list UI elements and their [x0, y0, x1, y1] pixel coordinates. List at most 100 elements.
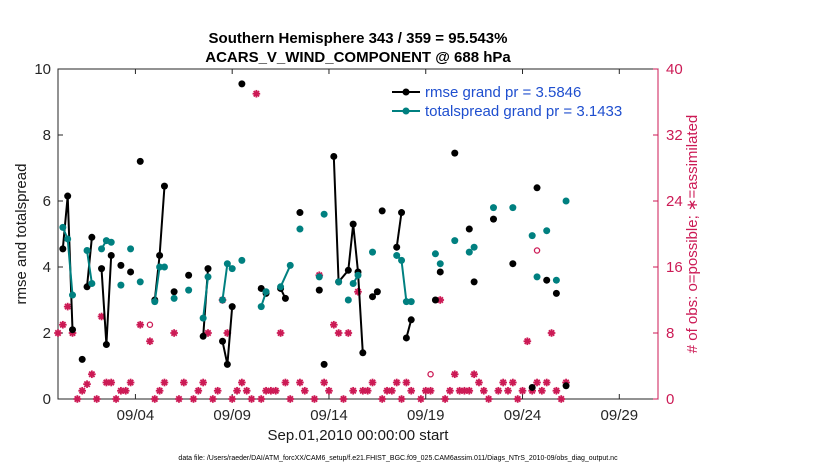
obs-assimilated-point	[402, 378, 411, 387]
legend: rmse grand pr = 3.5846 totalspread grand…	[392, 84, 622, 120]
obs-possible-point	[427, 370, 434, 378]
totalspread-point	[223, 260, 231, 268]
y-axis-right-label: # of obs: o=possible; ∗=assimilated	[684, 115, 701, 354]
obs-assimilated-point	[518, 386, 527, 395]
rmse-point	[102, 341, 110, 349]
totalspread-point	[533, 273, 541, 281]
obs-assimilated-point	[339, 395, 348, 403]
rmse-point	[228, 303, 236, 311]
totalspread-point	[562, 197, 570, 205]
rmse-point	[407, 316, 415, 324]
rmse-point	[436, 268, 444, 276]
obs-assimilated-point	[286, 395, 295, 403]
obs-assimilated-point	[368, 378, 377, 387]
totalspread-line	[279, 264, 292, 288]
totalspread-line	[202, 276, 209, 319]
rmse-point	[59, 245, 67, 253]
y-left-tick-label: 6	[43, 193, 51, 210]
rmse-point	[170, 288, 178, 296]
obs-assimilated-point	[426, 386, 435, 395]
totalspread-point	[64, 235, 72, 243]
obs-assimilated-point	[209, 395, 217, 403]
obs-assimilated-point	[417, 395, 425, 403]
obs-assimilated-point	[242, 386, 251, 395]
obs-assimilated-point	[547, 329, 556, 337]
totalspread-point	[185, 286, 193, 294]
x-axis: 09/04 09/09 09/14 09/19 09/24 09/29	[117, 69, 638, 424]
totalspread-point	[262, 288, 270, 296]
rmse-point	[156, 251, 164, 259]
rmse-point	[398, 209, 406, 217]
totalspread-point	[156, 263, 164, 271]
totalspread-point	[117, 281, 125, 289]
chart-title-line-2: ACARS_V_WIND_COMPONENT @ 688 hPa	[205, 49, 511, 66]
totalspread-point	[465, 248, 473, 256]
obs-assimilated-point	[504, 386, 512, 395]
rmse-point	[219, 337, 227, 345]
totalspread-point	[369, 248, 377, 256]
y-left-tick-label: 4	[43, 259, 51, 276]
totalspread-point	[398, 256, 406, 264]
rmse-point	[431, 296, 439, 304]
totalspread-point	[552, 276, 560, 284]
obs-assimilated-point	[334, 329, 343, 337]
obs-assimilated-point	[271, 386, 280, 395]
totalspread-point	[528, 232, 536, 240]
obs-assimilated-point	[257, 395, 266, 403]
obs-assimilated-point	[276, 329, 285, 337]
x-tick-label: 09/14	[310, 407, 348, 424]
obs-assimilated-point	[194, 386, 203, 395]
plot-area	[57, 68, 659, 400]
obs-assimilated-point	[300, 386, 309, 395]
rmse-point	[64, 192, 72, 200]
x-tick-label: 09/24	[504, 407, 542, 424]
x-tick-label: 09/04	[117, 407, 155, 424]
totalspread-line	[86, 250, 93, 284]
data-file-footer: data file: /Users/raeder/DAI/ATM_forcXX/…	[178, 455, 618, 462]
obs-assimilated-point	[499, 378, 507, 387]
data-series	[59, 80, 570, 391]
rmse-point	[281, 294, 289, 302]
obs-assimilated-point	[136, 320, 145, 329]
rmse-point	[160, 182, 168, 190]
legend-rmse-marker	[402, 88, 410, 96]
obs-assimilated-point	[228, 395, 236, 403]
rmse-point	[117, 261, 125, 269]
y-right-tick-label: 40	[666, 61, 683, 78]
obs-assimilated-point	[378, 395, 386, 403]
obs-assimilated-point	[509, 378, 517, 387]
rmse-point	[238, 80, 246, 88]
totalspread-point	[509, 204, 517, 212]
obs-possible-point	[146, 321, 154, 328]
totalspread-point	[451, 237, 459, 245]
totalspread-point	[69, 291, 77, 299]
obs-assimilated-point	[180, 378, 188, 387]
obs-assimilated-point	[557, 395, 566, 403]
obs-assimilated-point	[126, 378, 135, 387]
totalspread-point	[354, 271, 362, 279]
y-right-tick-label: 8	[666, 325, 674, 342]
rmse-line	[332, 156, 364, 353]
rmse-point	[552, 289, 560, 297]
totalspread-point	[277, 283, 285, 291]
rmse-point	[543, 276, 551, 284]
obs-assimilated-point	[63, 302, 72, 311]
rmse-point	[88, 233, 96, 241]
rmse-point	[107, 251, 115, 259]
obs-assimilated-point	[460, 386, 469, 395]
obs-assimilated-point	[252, 89, 261, 98]
obs-assimilated-point	[88, 370, 96, 379]
obs-assimilated-point	[513, 395, 522, 403]
obs-assimilated-point	[112, 395, 120, 403]
rmse-line	[395, 212, 403, 248]
obs-count-markers	[54, 89, 570, 403]
rmse-point	[349, 220, 357, 228]
rmse-point	[451, 149, 459, 157]
y-axis-left: 0 2 4 6 8 10	[34, 61, 63, 408]
totalspread-point	[402, 298, 410, 306]
totalspread-point	[160, 263, 168, 271]
totalspread-point	[136, 278, 144, 286]
obs-assimilated-point	[247, 395, 256, 403]
totalspread-point	[228, 265, 236, 273]
obs-assimilated-point	[441, 395, 449, 403]
